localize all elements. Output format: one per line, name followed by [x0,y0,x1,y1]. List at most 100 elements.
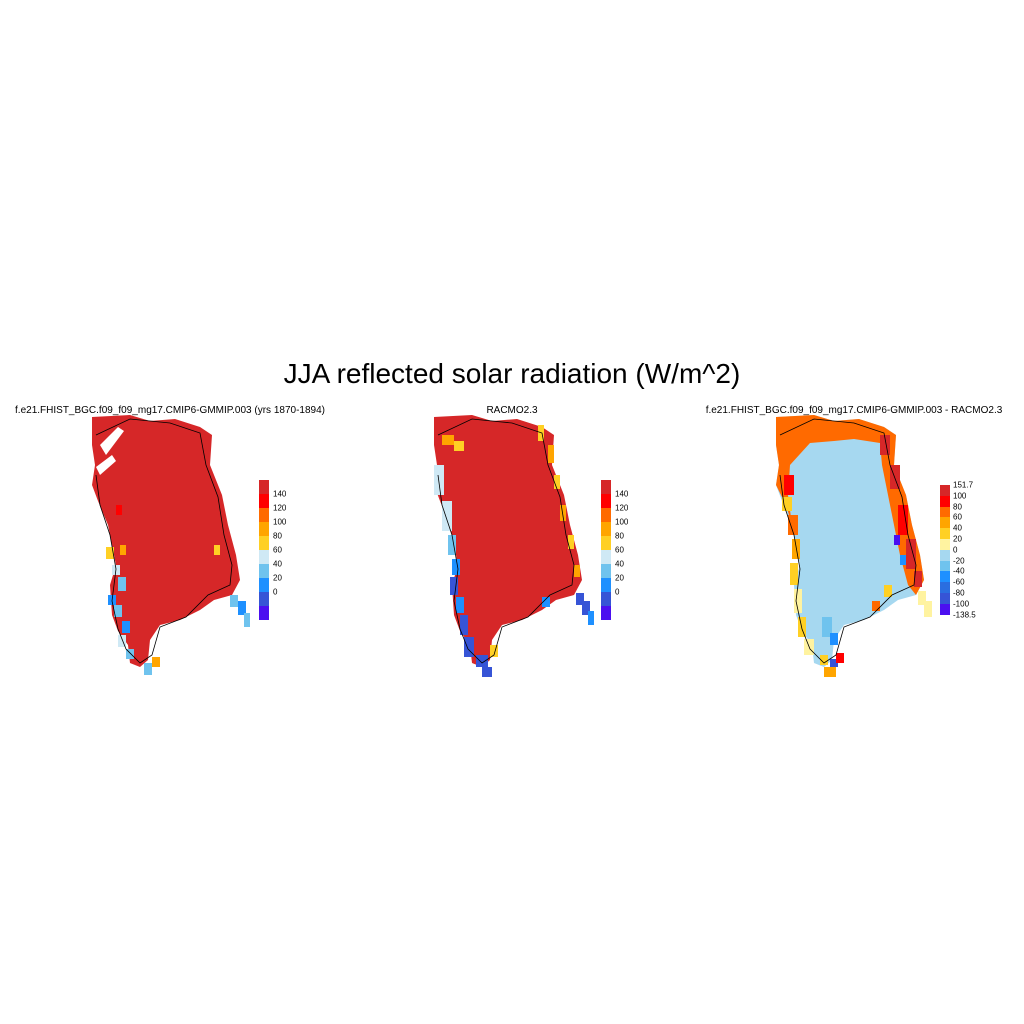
colorbar-swatch [940,539,950,550]
colorbar-swatch [940,603,950,615]
grid-cell [490,645,498,657]
grid-cell [122,621,130,633]
white-gap [96,455,116,475]
grid-cell [114,605,122,617]
colorbar-swatch [940,571,950,583]
colorbar-swatch [259,550,269,564]
grid-cell [554,475,560,489]
coastal-margin [776,415,924,595]
ice-sheet-fill [92,415,240,667]
grid-cell [448,535,456,555]
grid-cell [582,601,590,615]
grid-cell [442,501,452,531]
grid-cell [900,555,906,565]
figure-title: JJA reflected solar radiation (W/m^2) [283,358,741,389]
colorbar-swatch [259,508,269,522]
grid-cell [118,577,126,591]
grid-cell [126,649,134,659]
colorbar-label: 140 [273,489,287,499]
colorbar-label: 60 [953,512,962,522]
grid-cell [918,591,926,605]
grid-cell [238,601,246,615]
grid-cell [890,465,900,489]
colorbar-label: 100 [273,517,287,527]
grid-cell [798,617,806,637]
grid-cell [872,601,880,611]
colorbar-swatch [259,480,269,494]
colorbar-swatch [940,485,950,496]
colorbar-label: 120 [273,503,287,513]
colorbar-swatch [601,564,611,578]
colorbar-swatch [601,508,611,522]
grid-cell [120,545,126,555]
colorbar-swatch [940,495,950,507]
grid-cell [894,535,900,545]
greenland-map-difference [776,415,932,677]
greenland-map-racmo [434,415,594,677]
grid-cell [884,585,892,597]
colorbar-label: -138.5 [953,610,976,620]
panel-difference-title: f.e21.FHIST_BGC.f09_f09_mg17.CMIP6-GMMIP… [705,405,1003,416]
colorbar-label: 20 [273,573,282,583]
grid-cell [924,601,932,617]
colorbar-label: 100 [615,517,629,527]
grid-cell [898,505,908,535]
map-cells [776,415,932,677]
coastline [437,418,575,664]
colorbar-label: 0 [615,587,620,597]
colorbar-swatch [940,549,950,561]
colorbar-label: -80 [953,588,965,598]
colorbar-swatch [259,536,269,550]
grid-cell [464,637,474,657]
grid-cell [568,535,574,549]
grid-cell [452,559,460,575]
colorbar-label: 40 [273,559,282,569]
panel-racmo-title: RACMO2.3 [486,405,538,416]
grid-cell [542,597,550,607]
colorbar-label: 40 [615,559,624,569]
colorbar-swatch [940,528,950,539]
grid-cell [794,589,802,613]
colorbar-label: 40 [953,523,962,533]
panel-racmo: RACMO2.3 [342,405,682,695]
grid-cell [476,655,488,667]
ice-sheet-fill [434,415,582,667]
colorbar-swatch [259,592,269,606]
grid-cell [784,475,794,495]
colorbar-swatch [601,550,611,564]
colorbar-swatch [601,536,611,550]
colorbar-label: 80 [615,531,624,541]
colorbar-label: 140 [615,489,629,499]
panel-difference: f.e21.FHIST_BGC.f09_f09_mg17.CMIP6-GMMIP… [684,405,1024,695]
grid-cell [482,667,492,677]
grid-cell [576,593,584,605]
colorbar-label: 151.7 [953,480,974,490]
grid-cell [442,435,454,445]
grid-cell [460,615,468,635]
colorbar-label: -40 [953,566,965,576]
grid-cell [456,597,464,613]
grid-cell [782,497,792,511]
grid-cell [830,633,838,645]
colorbar-label: -20 [953,556,965,566]
colorbar-label: 20 [953,534,962,544]
grid-cell [454,441,464,451]
grid-cell [914,571,922,587]
colorbar-swatch [940,517,950,529]
colorbar-label: -100 [953,599,970,609]
grid-cell [788,515,798,535]
colorbar-swatch [940,582,950,593]
colorbar-label: 0 [953,545,958,555]
grid-cell [230,595,238,607]
colorbar-swatch [601,522,611,536]
colorbar-swatch [259,522,269,536]
grid-cell [244,613,250,627]
colorbar-swatch [601,592,611,606]
colorbar-swatch [940,593,950,604]
grid-cell [820,655,828,665]
coastline [779,418,917,664]
grid-cell [106,547,114,559]
colorbar-label: 60 [273,545,282,555]
grid-cell [830,659,838,667]
grid-cell [560,505,566,521]
